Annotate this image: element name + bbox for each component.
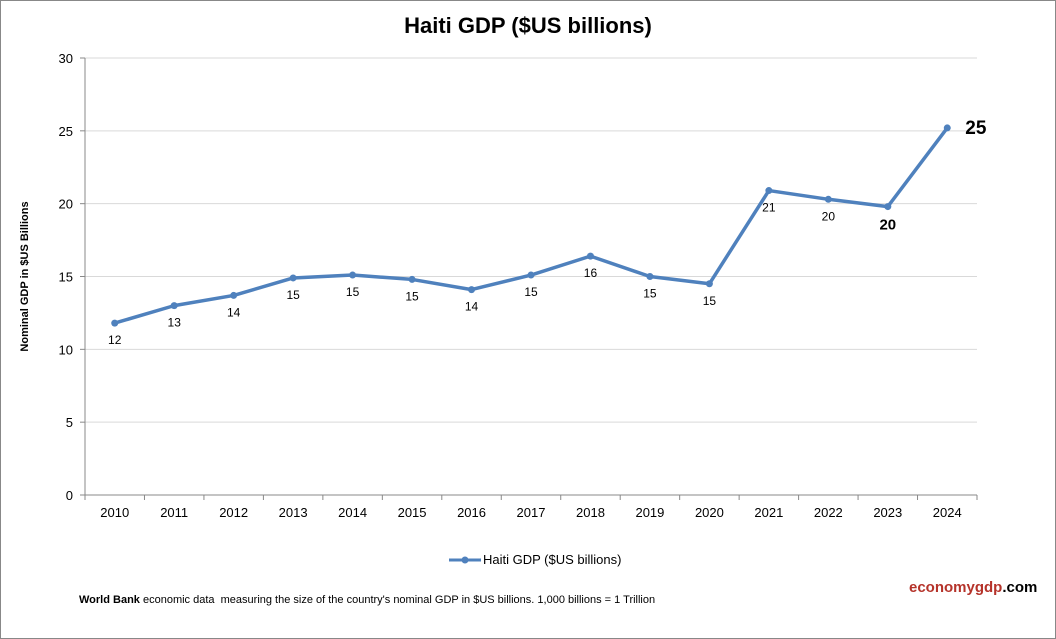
data-label: 15 (286, 288, 300, 302)
data-label: 13 (168, 316, 182, 330)
data-point (289, 274, 297, 282)
data-point (349, 271, 357, 279)
x-tick-label: 2017 (517, 505, 546, 520)
y-tick-label: 20 (59, 197, 73, 212)
data-point (586, 252, 594, 260)
y-tick-label: 0 (66, 488, 73, 503)
data-point (170, 302, 178, 310)
footer-note: World Bank economic data measuring the s… (79, 594, 655, 606)
x-tick-label: 2011 (160, 505, 188, 520)
chart-title: Haiti GDP ($US billions) (404, 13, 652, 38)
data-label: 15 (703, 294, 717, 308)
x-tick-label: 2024 (933, 505, 962, 520)
x-tick-label: 2012 (219, 505, 248, 520)
legend-label: Haiti GDP ($US billions) (483, 552, 622, 567)
data-label: 14 (227, 305, 241, 319)
data-label: 16 (584, 266, 598, 280)
data-point (230, 291, 238, 299)
data-point (705, 280, 713, 288)
legend-line-marker-icon (449, 556, 481, 563)
legend: Haiti GDP ($US billions) (447, 552, 621, 567)
x-tick-label: 2015 (398, 505, 427, 520)
logo-part1: economygdp (909, 579, 1003, 596)
data-point (943, 124, 951, 132)
x-tick-label: 2023 (873, 505, 902, 520)
y-tick-label: 5 (66, 415, 73, 430)
data-label: 12 (108, 333, 122, 347)
data-point (111, 319, 119, 327)
x-tick-label: 2020 (695, 505, 724, 520)
data-point (884, 203, 892, 211)
data-point (527, 271, 535, 279)
x-tick-label: 2018 (576, 505, 605, 520)
data-label: 15 (643, 287, 657, 301)
y-tick-label: 30 (59, 51, 73, 66)
data-label: 15 (524, 285, 538, 299)
source-name: World Bank (79, 594, 140, 606)
data-label: 20 (822, 209, 836, 223)
y-tick-label: 25 (59, 124, 73, 139)
logo: economygdp.com (909, 579, 1037, 596)
logo-part2: .com (1002, 579, 1038, 596)
data-label: 21 (762, 201, 776, 215)
x-tick-label: 2013 (279, 505, 308, 520)
x-tick-label: 2022 (814, 505, 843, 520)
data-point (468, 286, 476, 294)
y-tick-label: 15 (59, 270, 73, 285)
source-text: economic data measuring the size of the … (139, 594, 656, 606)
x-tick-label: 2016 (457, 505, 486, 520)
data-label: 15 (405, 289, 419, 303)
data-point (824, 195, 832, 203)
data-label: 25 (965, 118, 987, 139)
data-point (765, 187, 773, 195)
data-point (408, 275, 416, 283)
x-tick-label: 2021 (754, 505, 783, 520)
data-point (646, 273, 654, 280)
y-axis-label: Nominal GDP in $US Billions (19, 201, 31, 351)
x-tick-label: 2014 (338, 505, 367, 520)
data-label: 20 (879, 217, 896, 234)
x-tick-label: 2010 (100, 505, 129, 520)
x-tick-label: 2019 (635, 505, 664, 520)
data-label: 15 (346, 285, 360, 299)
y-tick-label: 10 (59, 342, 73, 357)
data-label: 14 (465, 300, 479, 314)
